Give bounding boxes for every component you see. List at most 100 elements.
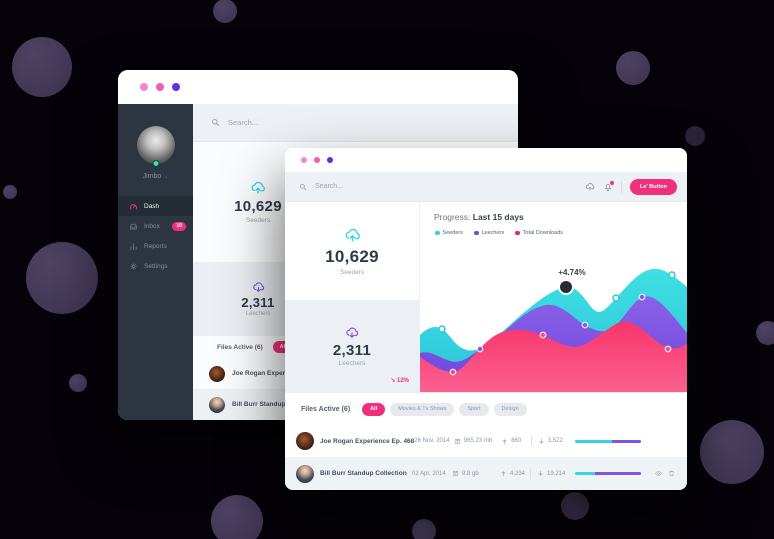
- seeders-label: Seeders: [339, 268, 365, 276]
- file-row[interactable]: Joe Rogan Experience Ep. 468: [193, 358, 518, 389]
- decorative-circle: [700, 420, 764, 484]
- toolbar: Search... Le' Button: [285, 172, 687, 202]
- leechers-change-badge: ↘ 12%: [390, 377, 409, 384]
- gear-icon: [129, 262, 138, 271]
- chart-point-downloads[interactable]: [449, 368, 457, 376]
- avatar: [136, 126, 175, 164]
- window-dot[interactable]: [327, 157, 333, 163]
- online-status-dot: [152, 160, 159, 167]
- file-avatar: [209, 365, 225, 382]
- cloud-upload-icon: [344, 227, 361, 244]
- window-dot[interactable]: [156, 83, 164, 91]
- leechers-label: Leechers: [245, 311, 271, 317]
- file-row[interactable]: Joe Rogan Experience Ep. 468 26 Nov, 201…: [285, 425, 687, 457]
- filter-chip-design[interactable]: Design: [493, 402, 527, 416]
- chart-point-downloads[interactable]: [664, 345, 672, 353]
- search-bar[interactable]: Search...: [193, 104, 518, 142]
- storage-icon: [454, 438, 460, 444]
- legend-dot: [515, 230, 520, 236]
- files-active-title: Files Active (6): [217, 343, 263, 351]
- le-button[interactable]: Le' Button: [630, 179, 677, 195]
- divider: [621, 181, 623, 193]
- sidebar-item-label: Settings: [144, 262, 168, 270]
- file-downloaded: 19,214: [537, 470, 575, 477]
- legend-seeders: Seeders: [435, 230, 463, 236]
- seeders-value: 10,629: [325, 246, 379, 266]
- chart-point-leechers[interactable]: [638, 293, 646, 301]
- divider: [530, 436, 532, 446]
- chart-point-leechers[interactable]: [476, 345, 484, 353]
- file-downloaded: 3,522: [538, 438, 576, 445]
- sidebar-item-inbox[interactable]: Inbox 10: [118, 216, 193, 236]
- window-dot[interactable]: [140, 83, 148, 91]
- window-dot[interactable]: [314, 157, 320, 163]
- file-avatar: [296, 432, 314, 450]
- chart-point-seeders[interactable]: [668, 271, 676, 279]
- sidebar-item-settings[interactable]: Settings: [118, 256, 193, 276]
- filter-chip-sport[interactable]: Sport: [459, 402, 489, 416]
- files-active-title: Files Active (6): [301, 405, 351, 413]
- legend-total-downloads: Total Downloads: [515, 230, 563, 236]
- leechers-value: 2,311: [332, 341, 372, 359]
- cloud-upload-icon[interactable]: [585, 182, 595, 192]
- user-avatar[interactable]: [136, 126, 175, 167]
- filter-chip-all[interactable]: All: [362, 402, 386, 416]
- file-date: 02 Apr, 2014: [412, 470, 446, 477]
- bell-icon[interactable]: [603, 181, 615, 192]
- front-window: Search... Le' Button 10,629: [285, 148, 687, 490]
- row-actions: [649, 470, 675, 477]
- chart-focus-point[interactable]: [558, 279, 574, 295]
- chart-point-seeders[interactable]: [438, 325, 446, 333]
- trash-icon[interactable]: [668, 470, 675, 477]
- window-titlebar: [285, 148, 687, 172]
- user-name: Jimbo: [142, 173, 162, 180]
- sidebar-item-dash[interactable]: Dash: [118, 196, 193, 216]
- dashboard-content: 10,629 Seeders 2,311 Leechers ↘ 12%: [285, 202, 687, 392]
- view-icon[interactable]: [655, 470, 662, 477]
- window-titlebar: [118, 70, 518, 104]
- file-uploaded: 4,234: [500, 470, 530, 477]
- search-icon: [211, 118, 220, 127]
- chevron-down-icon: ⌄: [163, 174, 169, 180]
- cloud-upload-icon: [250, 180, 266, 196]
- progress-leechers: [594, 472, 641, 475]
- file-row[interactable]: Bill Burr Standup Collection 02 Apr, 201…: [285, 457, 687, 490]
- chart-legend: Seeders Leechers Total Downloads: [435, 230, 563, 236]
- chart-title-prefix: Progress:: [434, 212, 471, 222]
- progress-seeders: [575, 439, 613, 443]
- chart-panel: Progress: Last 15 days Seeders Leechers …: [420, 202, 687, 392]
- leechers-label: Leechers: [338, 359, 366, 367]
- inbox-badge: 10: [172, 221, 186, 231]
- seeders-stat: 10,629 Seeders: [285, 202, 419, 300]
- search-input[interactable]: Search...: [315, 183, 344, 190]
- leechers-value: 2,311: [241, 295, 275, 310]
- file-avatar: [296, 464, 314, 483]
- chart-point-seeders[interactable]: [612, 294, 620, 302]
- inbox-icon: [129, 222, 138, 231]
- chart-point-leechers[interactable]: [581, 321, 589, 329]
- user-menu[interactable]: Jimbo ⌄: [143, 173, 169, 180]
- chart-point-downloads[interactable]: [539, 331, 547, 339]
- decorative-circle: [26, 242, 98, 314]
- cloud-download-icon: [252, 281, 265, 294]
- sidebar-item-reports[interactable]: Reports: [118, 236, 193, 256]
- file-name: Joe Rogan Experience Ep. 468: [320, 437, 415, 445]
- file-size: 9.8 gb: [452, 470, 500, 477]
- filter-chip-movies[interactable]: Movies & Tv Shows: [390, 402, 455, 416]
- progress-leechers: [612, 439, 642, 443]
- file-name: Joe Rogan Experience Ep. 468: [232, 370, 327, 377]
- window-dot[interactable]: [172, 83, 180, 91]
- decorative-circle: [3, 185, 17, 199]
- cloud-download-icon: [345, 326, 359, 340]
- window-dot[interactable]: [301, 157, 307, 163]
- progress-seeders: [575, 472, 595, 475]
- decorative-circle: [412, 519, 436, 539]
- decorative-circle: [213, 0, 237, 23]
- area-chart[interactable]: +4.74%: [420, 245, 687, 392]
- sidebar: Jimbo ⌄ Dash Inbox 10: [118, 104, 193, 420]
- notification-dot: [610, 181, 615, 185]
- file-name: Bill Burr Standup Collection: [232, 401, 319, 408]
- search-icon: [299, 183, 307, 191]
- sidebar-item-label: Inbox: [144, 222, 160, 230]
- seeders-value: 10,629: [234, 198, 282, 215]
